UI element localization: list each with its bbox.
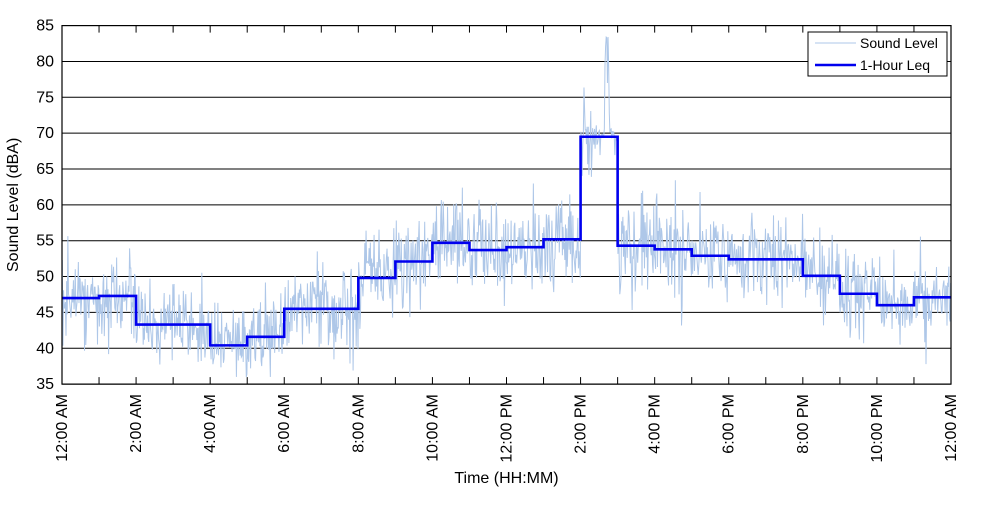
svg-text:12:00 PM: 12:00 PM — [499, 394, 516, 462]
svg-text:2:00 PM: 2:00 PM — [573, 394, 590, 454]
svg-text:40: 40 — [36, 340, 54, 357]
svg-text:70: 70 — [36, 125, 54, 142]
svg-text:4:00 AM: 4:00 AM — [202, 394, 219, 453]
svg-text:50: 50 — [36, 269, 54, 286]
svg-text:2:00 AM: 2:00 AM — [128, 394, 145, 453]
svg-text:35: 35 — [36, 376, 54, 393]
svg-text:Sound Level: Sound Level — [860, 35, 938, 51]
svg-text:4:00 PM: 4:00 PM — [647, 394, 664, 454]
svg-text:75: 75 — [36, 89, 54, 106]
svg-text:85: 85 — [36, 18, 54, 35]
svg-text:10:00 PM: 10:00 PM — [869, 394, 886, 462]
svg-text:8:00 PM: 8:00 PM — [795, 394, 812, 454]
svg-text:65: 65 — [36, 161, 54, 178]
svg-text:1-Hour Leq: 1-Hour Leq — [860, 57, 930, 73]
svg-text:6:00 AM: 6:00 AM — [276, 394, 293, 453]
svg-text:8:00 AM: 8:00 AM — [350, 394, 367, 453]
svg-text:60: 60 — [36, 197, 54, 214]
svg-text:10:00 AM: 10:00 AM — [424, 394, 441, 462]
svg-text:Time (HH:MM): Time (HH:MM) — [454, 470, 558, 487]
svg-text:55: 55 — [36, 233, 54, 250]
svg-text:Sound Level (dBA): Sound Level (dBA) — [5, 138, 22, 272]
svg-text:80: 80 — [36, 53, 54, 70]
svg-text:45: 45 — [36, 304, 54, 321]
svg-text:6:00 PM: 6:00 PM — [721, 394, 738, 454]
svg-text:12:00 AM: 12:00 AM — [54, 394, 71, 462]
svg-text:12:00 AM: 12:00 AM — [943, 394, 960, 462]
